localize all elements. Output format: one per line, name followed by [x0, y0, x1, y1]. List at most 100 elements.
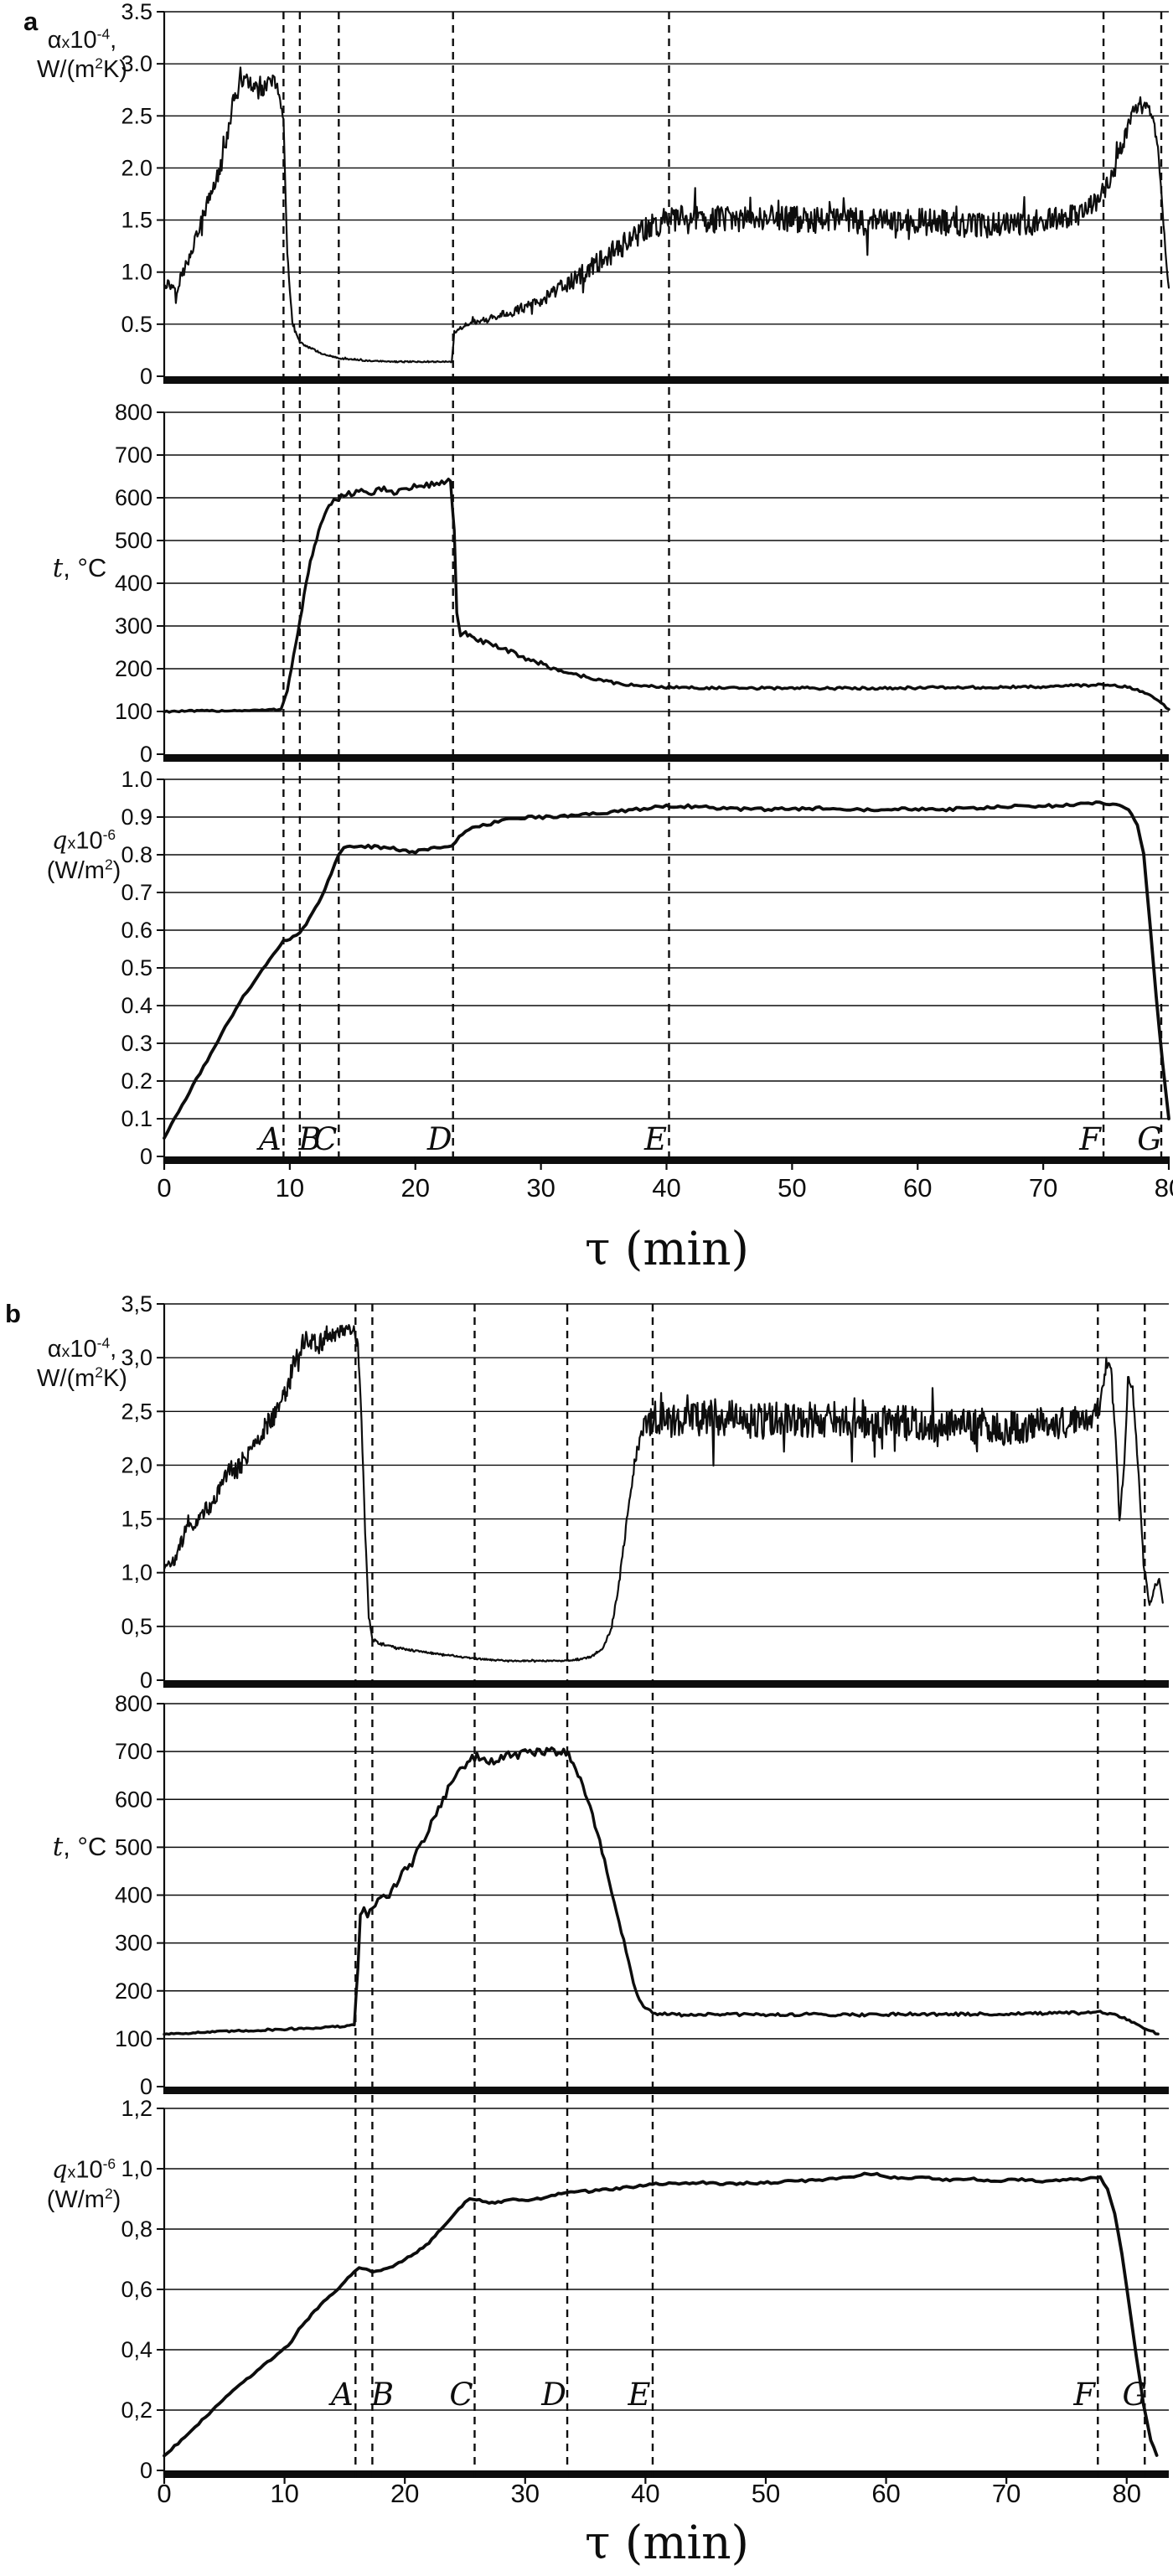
y-tick-label: 0 — [140, 2074, 152, 2099]
x-tick-label: 70 — [1029, 1173, 1057, 1203]
x-tick-label: 80 — [1113, 2479, 1141, 2508]
event-letter-A-b: A — [328, 2377, 354, 2413]
y-tick-label: 3.5 — [121, 0, 152, 24]
y-tick-label: 1.0 — [121, 767, 152, 792]
curve-alpha_b — [163, 1323, 1164, 1663]
x-axis-baseline — [164, 376, 1169, 384]
x-axis-title-b: τ (min) — [585, 2516, 749, 2569]
event-letter-C-b: C — [449, 2377, 473, 2413]
event-letter-E-b: E — [627, 2377, 650, 2413]
event-letter-C-a: C — [313, 1121, 337, 1157]
y-tick-label: 0,8 — [121, 2216, 152, 2242]
curve-t_b — [163, 1746, 1160, 2036]
event-letter-B-b: B — [370, 2377, 394, 2413]
x-tick-label: 40 — [631, 2479, 659, 2508]
y-tick-label: 700 — [115, 1739, 152, 1764]
event-letter-F-b: F — [1072, 2377, 1096, 2413]
x-tick-label: 0 — [157, 1173, 171, 1203]
y-tick-label: 0.3 — [121, 1031, 152, 1056]
event-letter-E-a: E — [643, 1121, 667, 1157]
alpha-b-axis-title: αx10-4, W/(m2K) — [37, 1334, 127, 1392]
y-tick-label: 200 — [115, 1979, 152, 2004]
x-tick-label: 40 — [652, 1173, 680, 1203]
y-tick-label: 0.6 — [121, 918, 152, 943]
y-tick-label: 400 — [115, 571, 152, 596]
y-tick-label: 700 — [115, 442, 152, 468]
panel-marker-b: b — [5, 1299, 21, 1328]
y-tick-label: 0 — [140, 742, 152, 767]
y-tick-label: 1.5 — [121, 208, 152, 233]
t-a-axis-title: t, °C — [52, 553, 107, 583]
y-tick-label: 200 — [115, 656, 152, 681]
x-tick-label: 30 — [526, 1173, 555, 1203]
y-tick-label: 0.2 — [121, 1068, 152, 1094]
y-tick-label: 300 — [115, 613, 152, 639]
y-tick-label: 0 — [140, 1668, 152, 1693]
y-tick-label: 2.0 — [121, 155, 152, 180]
alpha-a-axis-title: αx10-4, W/(m2K) — [37, 25, 127, 83]
y-tick-label: 0.8 — [121, 842, 152, 867]
x-tick-label: 60 — [871, 2479, 900, 2508]
x-tick-label: 30 — [511, 2479, 540, 2508]
y-tick-label: 3.0 — [121, 51, 152, 76]
event-letter-B-a: B — [297, 1121, 321, 1157]
y-tick-label: 0.7 — [121, 880, 152, 905]
x-tick-label: 20 — [401, 1173, 430, 1203]
y-tick-label: 1,0 — [121, 1560, 152, 1585]
y-tick-label: 2.5 — [121, 103, 152, 128]
y-tick-label: 3,0 — [121, 1345, 152, 1370]
x-axis-baseline — [164, 1680, 1169, 1688]
y-tick-label: 1,0 — [121, 2156, 152, 2181]
event-letter-G-a: G — [1137, 1121, 1162, 1157]
y-tick-label: 800 — [115, 400, 152, 425]
x-tick-label: 60 — [903, 1173, 932, 1203]
y-tick-label: 500 — [115, 1834, 152, 1860]
x-tick-label: 80 — [1155, 1173, 1173, 1203]
event-letter-F-a: F — [1078, 1121, 1102, 1157]
y-tick-label: 0.9 — [121, 804, 152, 830]
y-tick-label: 0.4 — [121, 993, 152, 1018]
y-tick-label: 600 — [115, 485, 152, 510]
y-tick-label: 0 — [140, 1144, 152, 1169]
x-tick-label: 50 — [778, 1173, 806, 1203]
x-tick-label: 0 — [157, 2479, 171, 2508]
y-tick-label: 0.1 — [121, 1106, 152, 1131]
event-letter-D-a: D — [426, 1121, 452, 1157]
y-tick-label: 500 — [115, 528, 152, 553]
y-tick-label: 0,2 — [121, 2398, 152, 2423]
x-tick-label: 10 — [270, 2479, 298, 2508]
x-axis-baseline — [164, 2470, 1169, 2478]
x-tick-label: 50 — [752, 2479, 780, 2508]
y-tick-label: 2,0 — [121, 1452, 152, 1477]
event-letter-A-a: A — [256, 1121, 282, 1157]
y-tick-label: 1,5 — [121, 1507, 152, 1532]
y-tick-label: 400 — [115, 1883, 152, 1908]
panel-marker-a: a — [23, 7, 39, 36]
q-a-axis-title: qx10-6 (W/m2) — [46, 825, 121, 884]
curve-q_a — [163, 800, 1170, 1140]
y-tick-label: 0 — [140, 364, 152, 389]
x-tick-label: 70 — [992, 2479, 1021, 2508]
y-tick-label: 0,6 — [121, 2277, 152, 2302]
y-tick-label: 2,5 — [121, 1399, 152, 1424]
y-tick-label: 100 — [115, 699, 152, 724]
y-tick-label: 800 — [115, 1691, 152, 1716]
y-tick-label: 1.0 — [121, 260, 152, 285]
x-axis-baseline — [164, 754, 1169, 762]
event-letter-D-b: D — [540, 2377, 566, 2413]
y-tick-label: 0 — [140, 2458, 152, 2483]
x-tick-label: 20 — [390, 2479, 419, 2508]
q-b-axis-title: qx10-6 (W/m2) — [46, 2154, 121, 2213]
y-tick-label: 100 — [115, 2026, 152, 2051]
x-axis-title-a: τ (min) — [585, 1222, 749, 1275]
y-tick-label: 0.5 — [121, 955, 152, 980]
y-tick-label: 0,4 — [121, 2337, 152, 2362]
curve-alpha_a — [163, 66, 1170, 364]
y-tick-label: 0,5 — [121, 1614, 152, 1639]
t-b-axis-title: t, °C — [52, 1832, 107, 1862]
x-tick-label: 10 — [276, 1173, 304, 1203]
x-axis-baseline — [164, 2087, 1169, 2094]
y-tick-label: 300 — [115, 1931, 152, 1956]
y-tick-label: 600 — [115, 1787, 152, 1812]
